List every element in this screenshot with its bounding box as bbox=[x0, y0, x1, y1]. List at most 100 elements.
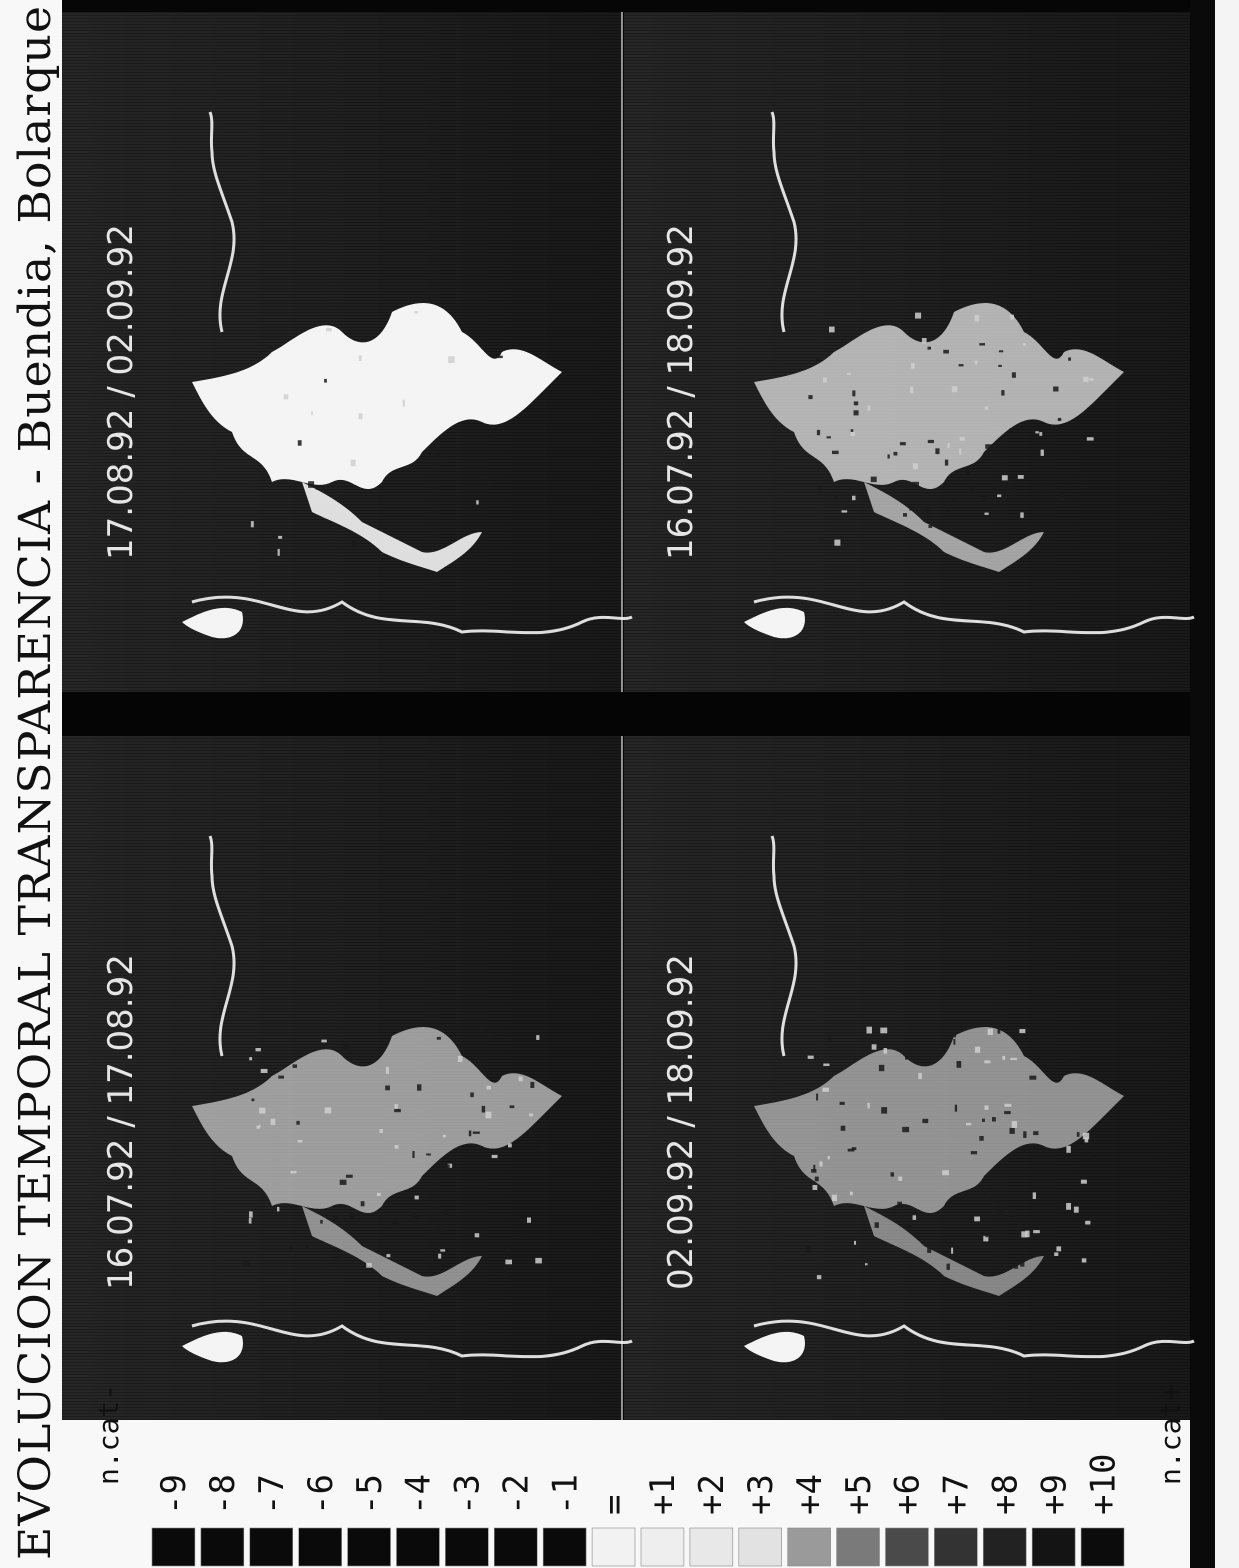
noise-speck bbox=[1001, 475, 1008, 481]
noise-speck bbox=[854, 1240, 856, 1245]
noise-speck bbox=[912, 481, 919, 486]
noise-speck bbox=[505, 1246, 510, 1253]
reservoir-shape bbox=[770, 835, 798, 1057]
panel-label-1: 17.08.92 / 02.09.92 bbox=[101, 224, 141, 560]
noise-speck bbox=[823, 1063, 830, 1066]
noise-speck bbox=[915, 312, 922, 319]
noise-speck bbox=[946, 1263, 950, 1270]
legend-label: +10 bbox=[1083, 1454, 1123, 1515]
noise-speck bbox=[1083, 376, 1089, 382]
legend-label: -7 bbox=[252, 1474, 292, 1515]
panel-label-2: 16.07.92 / 18.09.92 bbox=[661, 224, 701, 560]
noise-speck bbox=[997, 494, 1002, 498]
noise-speck bbox=[1081, 1258, 1087, 1263]
noise-speck bbox=[922, 1118, 929, 1124]
noise-speck bbox=[1039, 485, 1045, 492]
noise-speck bbox=[1001, 390, 1005, 396]
noise-speck bbox=[255, 1048, 261, 1052]
noise-speck bbox=[899, 442, 906, 446]
noise-speck bbox=[1020, 512, 1024, 518]
legend-label: -2 bbox=[497, 1474, 537, 1515]
noise-speck bbox=[1078, 1144, 1083, 1148]
noise-speck bbox=[476, 500, 479, 505]
legend-label: +8 bbox=[986, 1474, 1026, 1515]
noise-speck bbox=[506, 1035, 509, 1038]
noise-speck bbox=[1073, 1206, 1079, 1213]
noise-speck bbox=[366, 1263, 372, 1268]
legend-swatch bbox=[738, 1527, 782, 1567]
panel-labels: 17.08.92 / 02.09.92 16.07.92 / 18.09.92 … bbox=[101, 224, 701, 1290]
noise-speck bbox=[970, 1151, 978, 1155]
noise-speck bbox=[495, 355, 503, 359]
noise-speck bbox=[470, 1092, 474, 1098]
noise-speck bbox=[1067, 1060, 1074, 1063]
noise-speck bbox=[890, 1172, 894, 1177]
reservoir-map-4 bbox=[744, 835, 1195, 1363]
noise-speck bbox=[871, 1044, 877, 1050]
noise-speck bbox=[508, 1143, 512, 1148]
noise-speck bbox=[324, 1107, 332, 1114]
noise-speck bbox=[839, 1101, 845, 1105]
noise-speck bbox=[308, 481, 315, 488]
noise-speck bbox=[953, 1039, 956, 1045]
legend-top-label: n.cat- bbox=[92, 1384, 125, 1485]
noise-speck bbox=[488, 436, 493, 439]
legend-label: -8 bbox=[203, 1474, 243, 1515]
noise-speck bbox=[954, 1104, 958, 1112]
noise-speck bbox=[530, 1081, 535, 1088]
noise-speck bbox=[966, 470, 970, 475]
legend-label: -6 bbox=[301, 1474, 341, 1515]
noise-speck bbox=[391, 1219, 398, 1225]
noise-speck bbox=[481, 1105, 486, 1113]
noise-speck bbox=[974, 314, 980, 322]
noise-speck bbox=[259, 1107, 266, 1114]
noise-speck bbox=[529, 1113, 533, 1117]
reservoir-layer bbox=[182, 111, 1195, 1363]
noise-speck bbox=[979, 1136, 984, 1141]
noise-speck bbox=[1082, 1132, 1090, 1140]
noise-speck bbox=[951, 497, 956, 501]
noise-speck bbox=[898, 1176, 903, 1181]
noise-speck bbox=[414, 311, 418, 314]
noise-speck bbox=[310, 411, 313, 416]
noise-speck bbox=[1081, 484, 1084, 489]
reservoir-shape bbox=[753, 1319, 1195, 1359]
noise-speck bbox=[1084, 1137, 1089, 1143]
noise-speck bbox=[1053, 386, 1059, 392]
noise-speck bbox=[414, 1195, 419, 1200]
noise-speck bbox=[485, 1111, 492, 1119]
noise-speck bbox=[814, 1176, 819, 1182]
category-legend: -9 -8 -7 -6 -5 -4 -3 -2 -1 = +1 +2 +3 +4 +5 +6 +7 +8 +9 +10… bbox=[62, 1384, 1190, 1568]
noise-speck bbox=[1004, 1111, 1011, 1115]
reservoir-shape bbox=[182, 1331, 243, 1363]
noise-speck bbox=[277, 548, 280, 556]
reservoir-shape bbox=[208, 835, 236, 1057]
noise-speck bbox=[953, 1031, 957, 1038]
legend-label: +6 bbox=[888, 1474, 928, 1515]
noise-speck bbox=[1083, 476, 1086, 482]
noise-speck bbox=[1054, 1252, 1059, 1256]
right-paper-edge bbox=[1215, 0, 1239, 1568]
noise-speck bbox=[326, 327, 332, 332]
legend-swatch bbox=[151, 1527, 196, 1567]
noise-speck bbox=[1002, 1055, 1006, 1060]
noise-speck bbox=[448, 356, 455, 363]
noise-speck bbox=[816, 1093, 819, 1101]
noise-speck bbox=[834, 539, 841, 546]
legend-label: -1 bbox=[545, 1474, 585, 1515]
noise-speck bbox=[822, 1087, 829, 1092]
noise-speck bbox=[918, 1072, 922, 1080]
noise-speck bbox=[385, 1066, 389, 1074]
noise-speck bbox=[1004, 1103, 1012, 1107]
noise-speck bbox=[321, 1039, 327, 1043]
legend-swatches bbox=[151, 1527, 1125, 1567]
noise-speck bbox=[508, 532, 512, 536]
noise-speck bbox=[850, 431, 855, 436]
noise-speck bbox=[1054, 346, 1060, 349]
noise-speck bbox=[536, 1035, 540, 1040]
noise-speck bbox=[1102, 397, 1105, 403]
noise-speck bbox=[819, 1161, 823, 1167]
noise-speck bbox=[443, 1210, 449, 1216]
legend-swatch bbox=[249, 1527, 294, 1567]
noise-speck bbox=[806, 1246, 811, 1253]
